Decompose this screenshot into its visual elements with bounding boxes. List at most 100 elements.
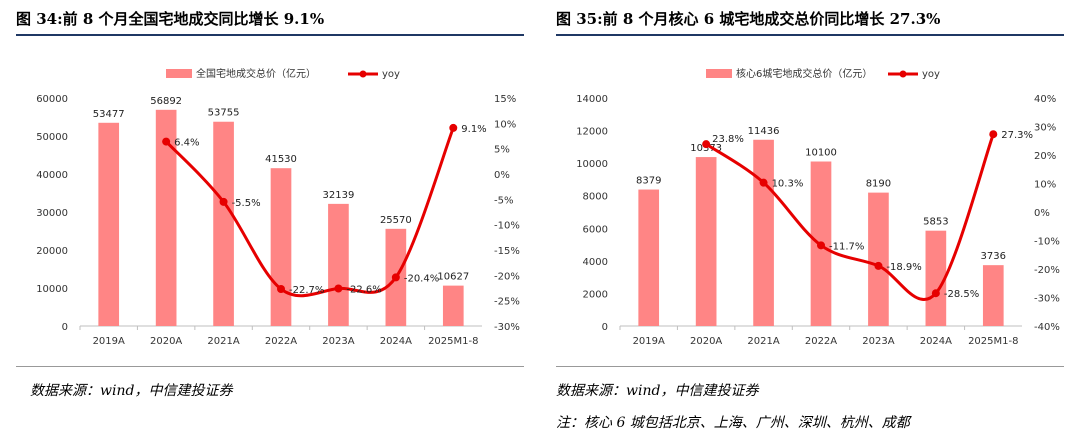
yoy-value-label: -18.9% (886, 262, 921, 273)
yoy-value-label: -22.6% (346, 285, 381, 296)
yoy-point (219, 197, 228, 206)
bar (270, 168, 292, 326)
x-tick-label: 2020A (690, 336, 722, 347)
bar-value-label: 10373 (690, 143, 722, 154)
bar-value-label: 3736 (981, 251, 1006, 262)
yoy-value-label: 6.4% (174, 138, 199, 149)
y-left-tick-label: 8000 (583, 192, 608, 203)
legend-line-label: yoy (382, 69, 400, 80)
source-rule-right (556, 366, 1064, 367)
yoy-value-label: -11.7% (829, 241, 864, 252)
x-tick-label: 2025M1-8 (428, 336, 478, 347)
y-left-tick-label: 6000 (583, 224, 608, 235)
y-right-tick-label: 0% (1034, 208, 1050, 219)
y-right-tick-label: -30% (494, 322, 520, 333)
bar (155, 109, 177, 326)
yoy-point (817, 241, 825, 250)
yoy-point (702, 140, 711, 149)
y-left-tick-label: 12000 (576, 127, 608, 138)
y-left-tick-label: 4000 (583, 257, 608, 268)
y-right-tick-label: -10% (1034, 237, 1060, 248)
bar-value-label: 25570 (380, 215, 412, 226)
source-rule-left (16, 366, 524, 367)
bar (98, 122, 120, 326)
note-right: 注：核心 6 城包括北京、上海、广州、深圳、杭州、成都 (556, 415, 910, 431)
figure-title-right: 图 35:前 8 个月核心 6 城宅地成交总价同比增长 27.3% (556, 10, 941, 28)
legend-line-marker (359, 70, 367, 78)
x-tick-label: 2023A (862, 336, 894, 347)
x-tick-label: 2021A (747, 336, 779, 347)
yoy-point (277, 285, 285, 294)
x-tick-label: 2024A (920, 336, 952, 347)
y-left-tick-label: 50000 (36, 132, 68, 143)
y-right-tick-label: -40% (1034, 322, 1060, 333)
yoy-point (874, 261, 883, 270)
y-right-tick-label: 5% (494, 145, 510, 156)
y-left-tick-label: 0 (62, 322, 68, 333)
y-left-tick-label: 10000 (576, 159, 608, 170)
yoy-point (162, 137, 171, 146)
yoy-value-label: 10.3% (772, 179, 804, 190)
y-left-tick-label: 30000 (36, 208, 68, 219)
yoy-value-label: 27.3% (1001, 130, 1033, 141)
yoy-value-label: -20.4% (404, 273, 439, 284)
bar (328, 203, 349, 326)
y-right-tick-label: -20% (494, 271, 520, 282)
figure-title-left: 图 34:前 8 个月全国宅地成交同比增长 9.1% (16, 10, 325, 28)
legend-bar-label: 核心6城宅地成交总价（亿元） (736, 67, 872, 80)
bar-value-label: 32139 (323, 190, 355, 201)
bar-value-label: 41530 (265, 154, 297, 165)
y-left-tick-label: 20000 (36, 246, 68, 257)
x-tick-label: 2021A (207, 336, 239, 347)
yoy-value-label: -28.5% (944, 289, 979, 300)
y-left-tick-label: 0 (602, 322, 608, 333)
yoy-point (334, 284, 343, 293)
bar (695, 157, 717, 326)
y-right-tick-label: -15% (494, 246, 520, 257)
yoy-point (391, 273, 400, 282)
y-left-tick-label: 14000 (576, 94, 608, 105)
bar (868, 192, 889, 326)
chart-national-land-sales: 全国宅地成交总价（亿元） yoy 0 10000 20000 30000 40000 5000… (36, 67, 520, 347)
yoy-value-label: -5.5% (232, 198, 261, 209)
y-right-tick-label: 30% (1034, 123, 1056, 134)
y-right-tick-label: 40% (1034, 94, 1056, 105)
bar-value-label: 8190 (866, 179, 891, 190)
chart-core6-land-sales: 核心6城宅地成交总价（亿元） yoy 0 2000 4000 6000 8000 10000 1… (576, 67, 1060, 347)
legend-bar-swatch (166, 69, 192, 78)
bar (638, 189, 660, 326)
x-tick-label: 2019A (93, 336, 125, 347)
bar-value-label: 53755 (208, 108, 240, 119)
y-right-tick-label: 15% (494, 94, 516, 105)
yoy-value-label: -22.7% (289, 285, 324, 296)
bar-value-label: 53477 (93, 109, 125, 120)
x-tick-label: 2020A (150, 336, 182, 347)
y-left-tick-label: 60000 (36, 94, 68, 105)
y-left-tick-label: 10000 (36, 284, 68, 295)
x-tick-label: 2019A (633, 336, 665, 347)
x-tick-label: 2023A (322, 336, 354, 347)
bar-value-label: 10627 (437, 272, 469, 283)
bar (982, 265, 1004, 326)
bar-value-label: 56892 (150, 96, 182, 107)
yoy-line (705, 133, 995, 302)
y-right-tick-label: 20% (1034, 151, 1056, 162)
legend-line-marker (899, 70, 907, 78)
x-tick-label: 2022A (805, 336, 837, 347)
bar-value-label: 11436 (748, 126, 780, 137)
source-right: 数据来源：wind，中信建投证券 (556, 383, 759, 399)
title-rule-left (16, 34, 524, 36)
y-right-tick-label: -25% (494, 297, 520, 308)
y-right-tick-label: 0% (494, 170, 510, 181)
legend-bar-label: 全国宅地成交总价（亿元） (196, 67, 316, 80)
bar (213, 121, 234, 326)
yoy-point (989, 130, 998, 139)
yoy-value-label: 9.1% (461, 124, 486, 135)
y-right-tick-label: -20% (1034, 265, 1060, 276)
y-left-tick-label: 40000 (36, 170, 68, 181)
y-right-tick-label: -10% (494, 221, 520, 232)
bar (753, 139, 774, 326)
bar-value-label: 10100 (805, 148, 837, 159)
yoy-point (449, 123, 458, 132)
yoy-value-label: 23.8% (712, 134, 744, 145)
